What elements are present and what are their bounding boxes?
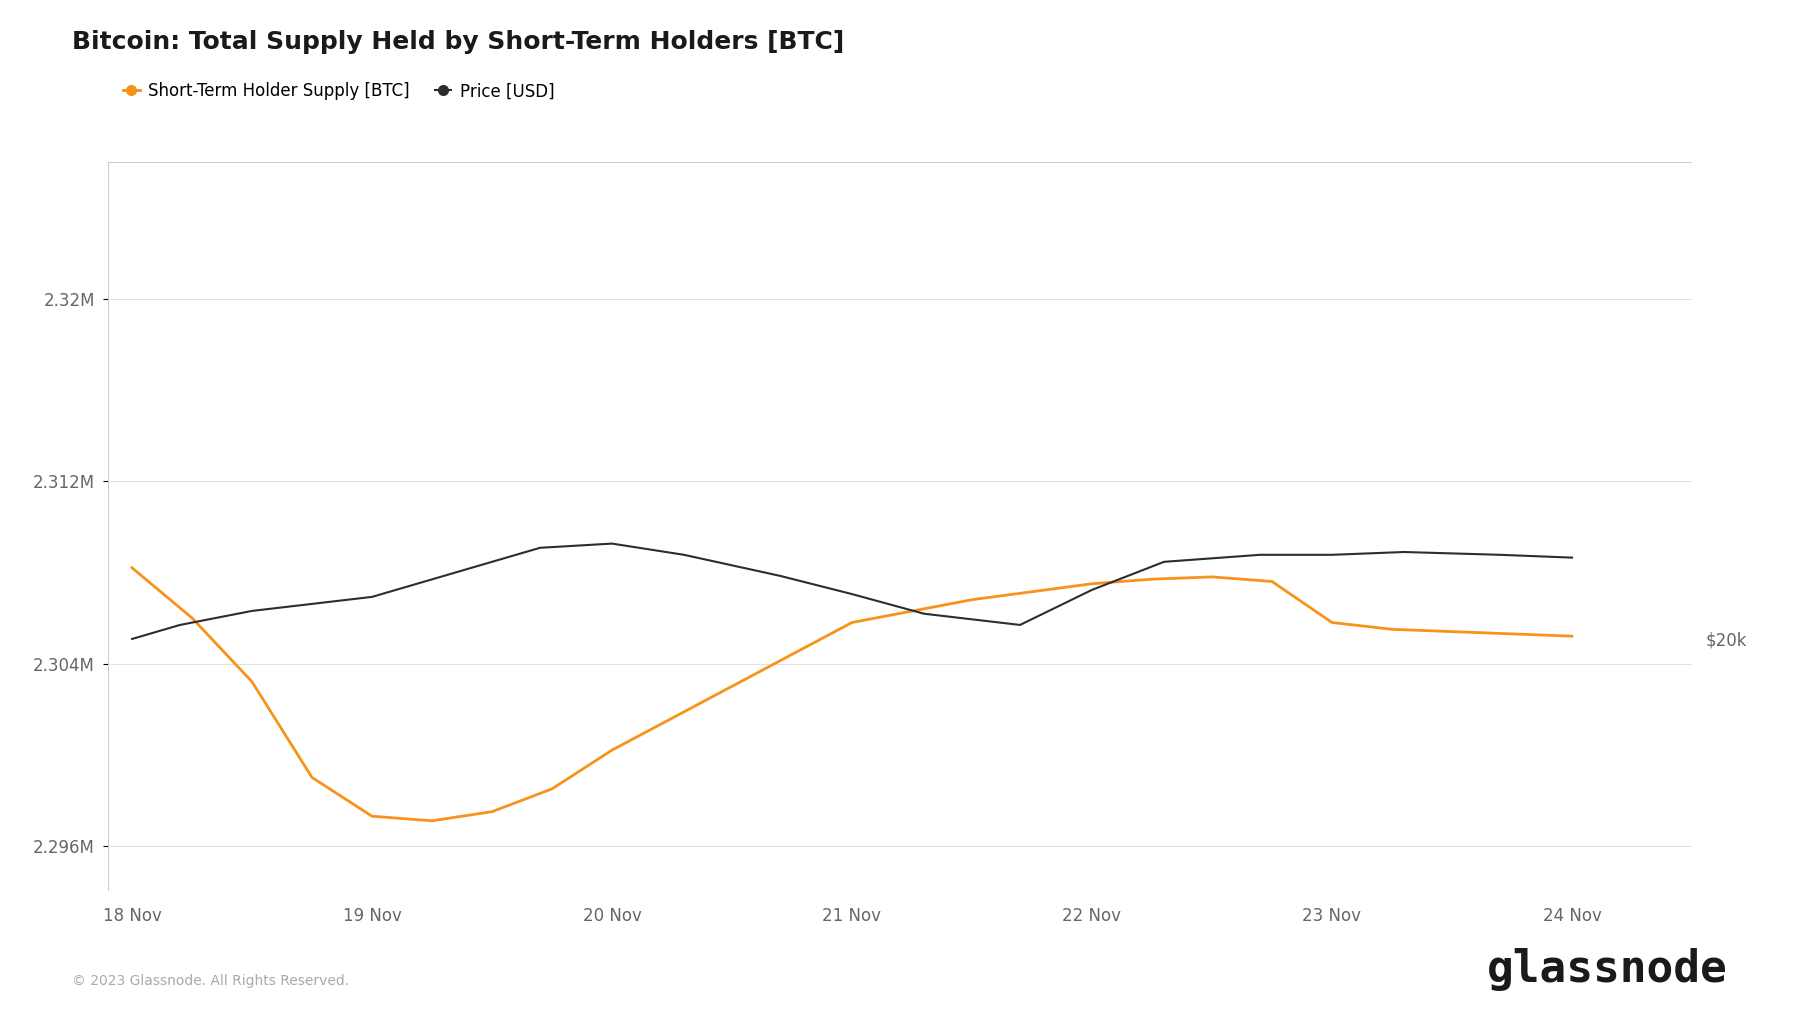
Text: Bitcoin: Total Supply Held by Short-Term Holders [BTC]: Bitcoin: Total Supply Held by Short-Term… [72, 30, 844, 55]
Legend: Short-Term Holder Supply [BTC], Price [USD]: Short-Term Holder Supply [BTC], Price [U… [117, 76, 562, 107]
Text: © 2023 Glassnode. All Rights Reserved.: © 2023 Glassnode. All Rights Reserved. [72, 973, 349, 988]
Text: glassnode: glassnode [1487, 948, 1728, 991]
